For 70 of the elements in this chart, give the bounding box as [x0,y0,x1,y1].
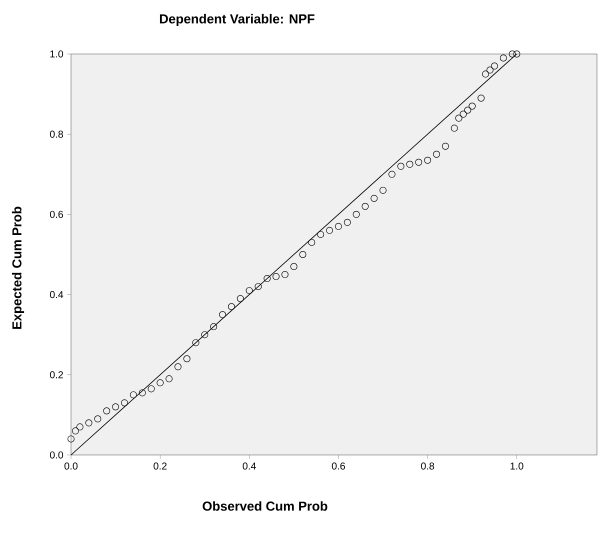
x-tick-label: 0.8 [421,462,434,470]
point [433,150,440,158]
point [192,339,200,346]
point [299,250,306,258]
y-tick-label: 0.8 [50,130,64,138]
point [138,389,146,396]
point [455,114,462,122]
point [334,222,342,230]
point [326,226,334,234]
y-tick-label: 1.0 [50,50,64,58]
point [272,273,280,280]
x-tick-label: 0.2 [154,462,167,470]
point [460,110,467,118]
point [68,435,75,442]
point [120,399,128,406]
point [388,170,396,178]
point [94,415,102,422]
point [156,379,164,386]
point [450,124,458,132]
x-tick-label: 1.0 [510,462,524,470]
point [219,311,226,318]
point [500,54,507,62]
point [468,102,476,110]
point [264,275,271,282]
point [380,186,387,194]
point [397,162,404,170]
x-axis-title: Observed Cum Prob [202,501,328,511]
point [290,263,298,270]
y-axis-title: Expected Cum Prob [12,206,24,329]
y-tick-label: 0.4 [50,291,64,298]
point [415,158,422,166]
point [254,283,262,290]
y-tick-label: 0.0 [50,451,64,459]
point [72,427,79,434]
point [236,295,244,302]
point [210,323,218,330]
point [103,407,110,414]
point [201,331,208,338]
point [352,210,360,218]
point [482,70,490,78]
x-tick-label: 0.6 [332,462,345,470]
point [478,94,485,102]
point [166,375,173,382]
point [112,403,120,410]
point [183,355,190,362]
point [308,238,316,246]
chart-title: Dependent Variable: NPF [160,14,314,26]
x-tick-label: 0.0 [64,462,78,470]
point [362,202,369,210]
y-tick-label: 0.2 [50,371,63,378]
point [344,218,351,226]
y-tick-label: 0.6 [50,210,64,218]
point [76,423,84,430]
point [486,66,494,74]
point [513,50,520,58]
point [317,230,324,238]
point [174,363,182,370]
x-tick-label: 0.4 [242,462,256,470]
point [130,391,137,398]
point [246,287,253,294]
point [85,419,92,426]
point [370,194,378,202]
point [406,160,414,168]
point [442,142,449,150]
point [424,156,432,164]
point [464,106,472,114]
point [148,385,155,392]
point [228,303,235,310]
point [490,62,498,70]
point [281,271,288,278]
